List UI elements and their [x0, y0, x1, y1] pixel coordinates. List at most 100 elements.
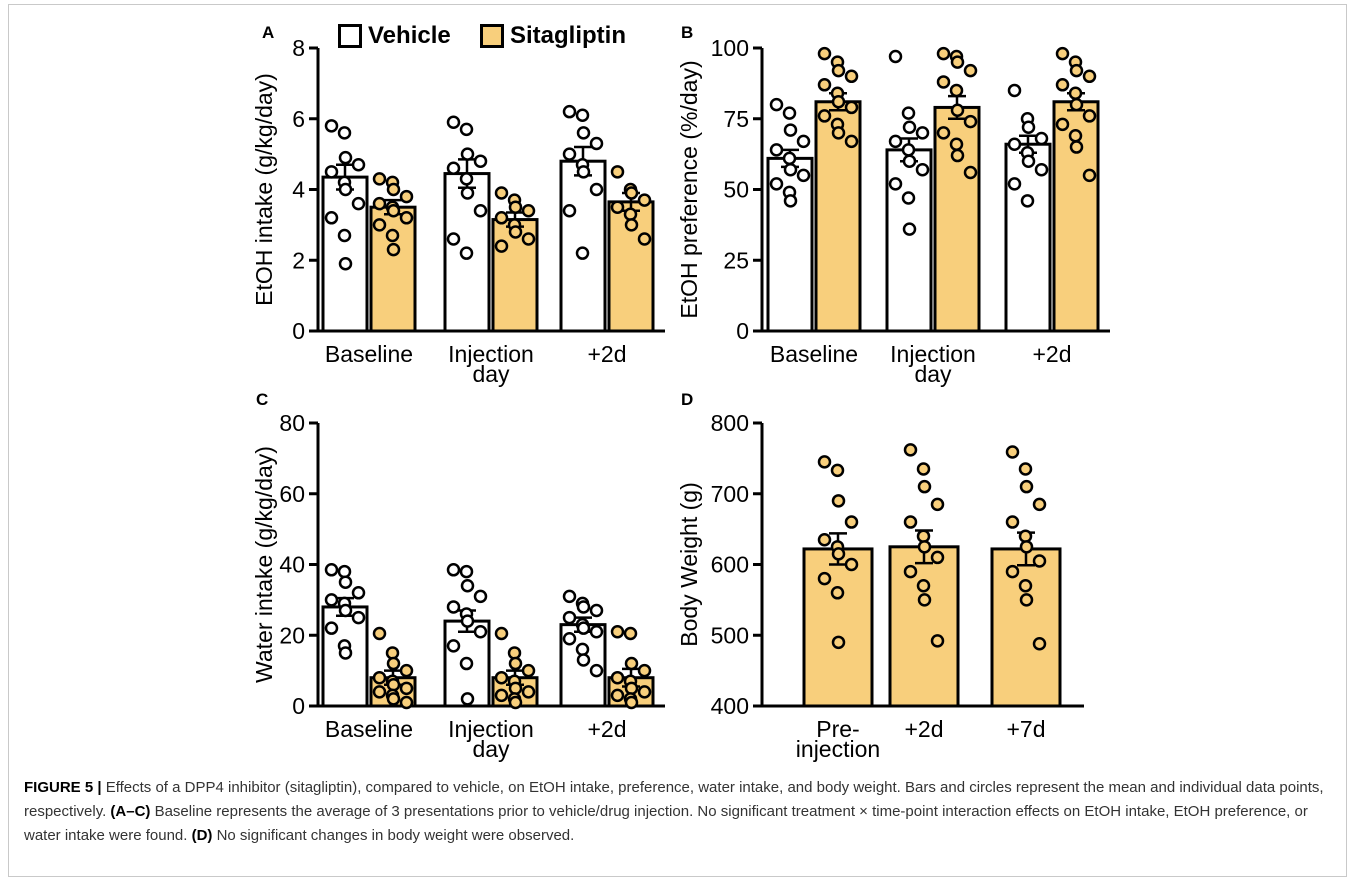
data-point-a [459, 246, 474, 260]
data-point-b [1007, 83, 1022, 98]
data-point-b [782, 151, 797, 166]
y-tick-label-b: 50 [723, 177, 749, 203]
data-point-b [1082, 168, 1097, 183]
y-tick-label-b: 100 [711, 35, 749, 61]
data-point-a [324, 211, 339, 225]
data-point-d [830, 586, 845, 600]
data-point-a [562, 147, 577, 161]
y-tick-label-a: 2 [292, 247, 305, 273]
data-point-c [508, 656, 523, 671]
y-tick-label-a: 6 [292, 106, 305, 132]
data-point-a [399, 211, 414, 225]
data-point-b [783, 123, 798, 137]
data-point-c [623, 626, 638, 641]
data-point-b [949, 137, 964, 151]
data-point-b [915, 162, 930, 177]
data-point-a [372, 196, 387, 211]
data-point-b [831, 63, 846, 78]
data-point-c [473, 589, 488, 604]
legend-label-vehicle: Vehicle [368, 22, 451, 49]
data-point-a [459, 172, 474, 186]
data-point-c [351, 610, 366, 625]
data-point-c [637, 663, 652, 678]
data-point-c [589, 624, 604, 639]
y-tick-label-c: 60 [279, 481, 305, 507]
x-tick-label-a: day [472, 361, 510, 387]
data-point-b [950, 103, 965, 118]
data-point-d [1005, 445, 1020, 459]
y-tick-label-c: 0 [292, 693, 305, 719]
legend-label-sitagliptin: Sitagliptin [510, 22, 626, 49]
data-point-c [562, 632, 577, 646]
bar-b [885, 148, 933, 333]
data-point-a [494, 186, 509, 200]
data-point-d [831, 547, 846, 561]
data-point-b [888, 177, 903, 191]
data-point-a [446, 232, 461, 246]
x-tick-label-c: day [472, 736, 510, 762]
data-point-c [589, 603, 604, 618]
data-point-a [460, 186, 475, 200]
data-point-d [916, 578, 931, 593]
x-tick-label-d: +7d [1006, 716, 1045, 742]
data-point-d [817, 571, 832, 586]
legend-item-vehicle: Vehicle [338, 22, 451, 50]
data-point-d [1032, 636, 1047, 651]
data-point-c [576, 653, 591, 667]
data-point-d [903, 515, 918, 529]
data-point-a [521, 203, 536, 218]
y-tick-label-c: 20 [279, 622, 305, 648]
data-point-b [902, 120, 917, 134]
data-point-b [950, 148, 965, 163]
data-point-d [1005, 515, 1020, 529]
data-point-d [1032, 554, 1047, 568]
data-point-b [844, 100, 859, 115]
data-point-c [338, 603, 353, 618]
data-point-b [901, 143, 916, 157]
x-tick-label-a: Baseline [325, 341, 413, 367]
data-point-b [949, 83, 964, 98]
data-point-b [1082, 69, 1097, 84]
data-point-d [917, 593, 932, 607]
x-tick-label-d: Pre- [816, 716, 859, 742]
x-tick-label-d: +2d [904, 716, 943, 742]
data-point-c [459, 656, 474, 671]
data-point-b [950, 55, 965, 69]
data-point-b [1034, 162, 1049, 177]
data-point-d [1019, 479, 1034, 494]
bar-d [802, 547, 874, 708]
y-tick-label-d: 700 [711, 481, 749, 507]
data-point-b [915, 126, 930, 140]
data-point-c [385, 646, 400, 660]
data-point-a [338, 257, 353, 271]
data-point-a [473, 203, 488, 218]
data-point-c [576, 600, 591, 614]
data-point-a [324, 165, 339, 179]
y-tick-label-a: 4 [292, 177, 305, 203]
data-point-b [1069, 63, 1084, 78]
data-point-b [1021, 120, 1036, 134]
data-point-a [473, 154, 488, 168]
data-point-c [446, 600, 461, 614]
data-point-a [576, 165, 591, 179]
data-point-b [1021, 154, 1036, 168]
data-point-b [782, 106, 797, 120]
y-tick-label-b: 75 [723, 106, 749, 132]
data-point-c [508, 681, 523, 696]
data-point-b [1069, 97, 1084, 112]
y-axis-label-b: EtOH preference (%/day) [676, 60, 702, 318]
data-point-c [494, 670, 509, 685]
data-point-c [494, 626, 509, 641]
data-point-b [902, 154, 917, 168]
y-tick-label-a: 8 [292, 35, 305, 61]
data-point-b [1055, 46, 1070, 61]
y-axis-label-a: EtOH intake (g/kg/day) [251, 73, 277, 306]
data-point-b [844, 134, 859, 149]
data-point-a [610, 200, 625, 214]
y-tick-label-d: 800 [711, 410, 749, 436]
data-point-c [521, 685, 536, 699]
caption-sentence-2: Baseline represents the average of 3 pre… [24, 803, 1308, 844]
x-tick-label-b: Injection [890, 341, 976, 367]
y-tick-label-d: 600 [711, 552, 749, 578]
data-point-c [446, 639, 461, 653]
